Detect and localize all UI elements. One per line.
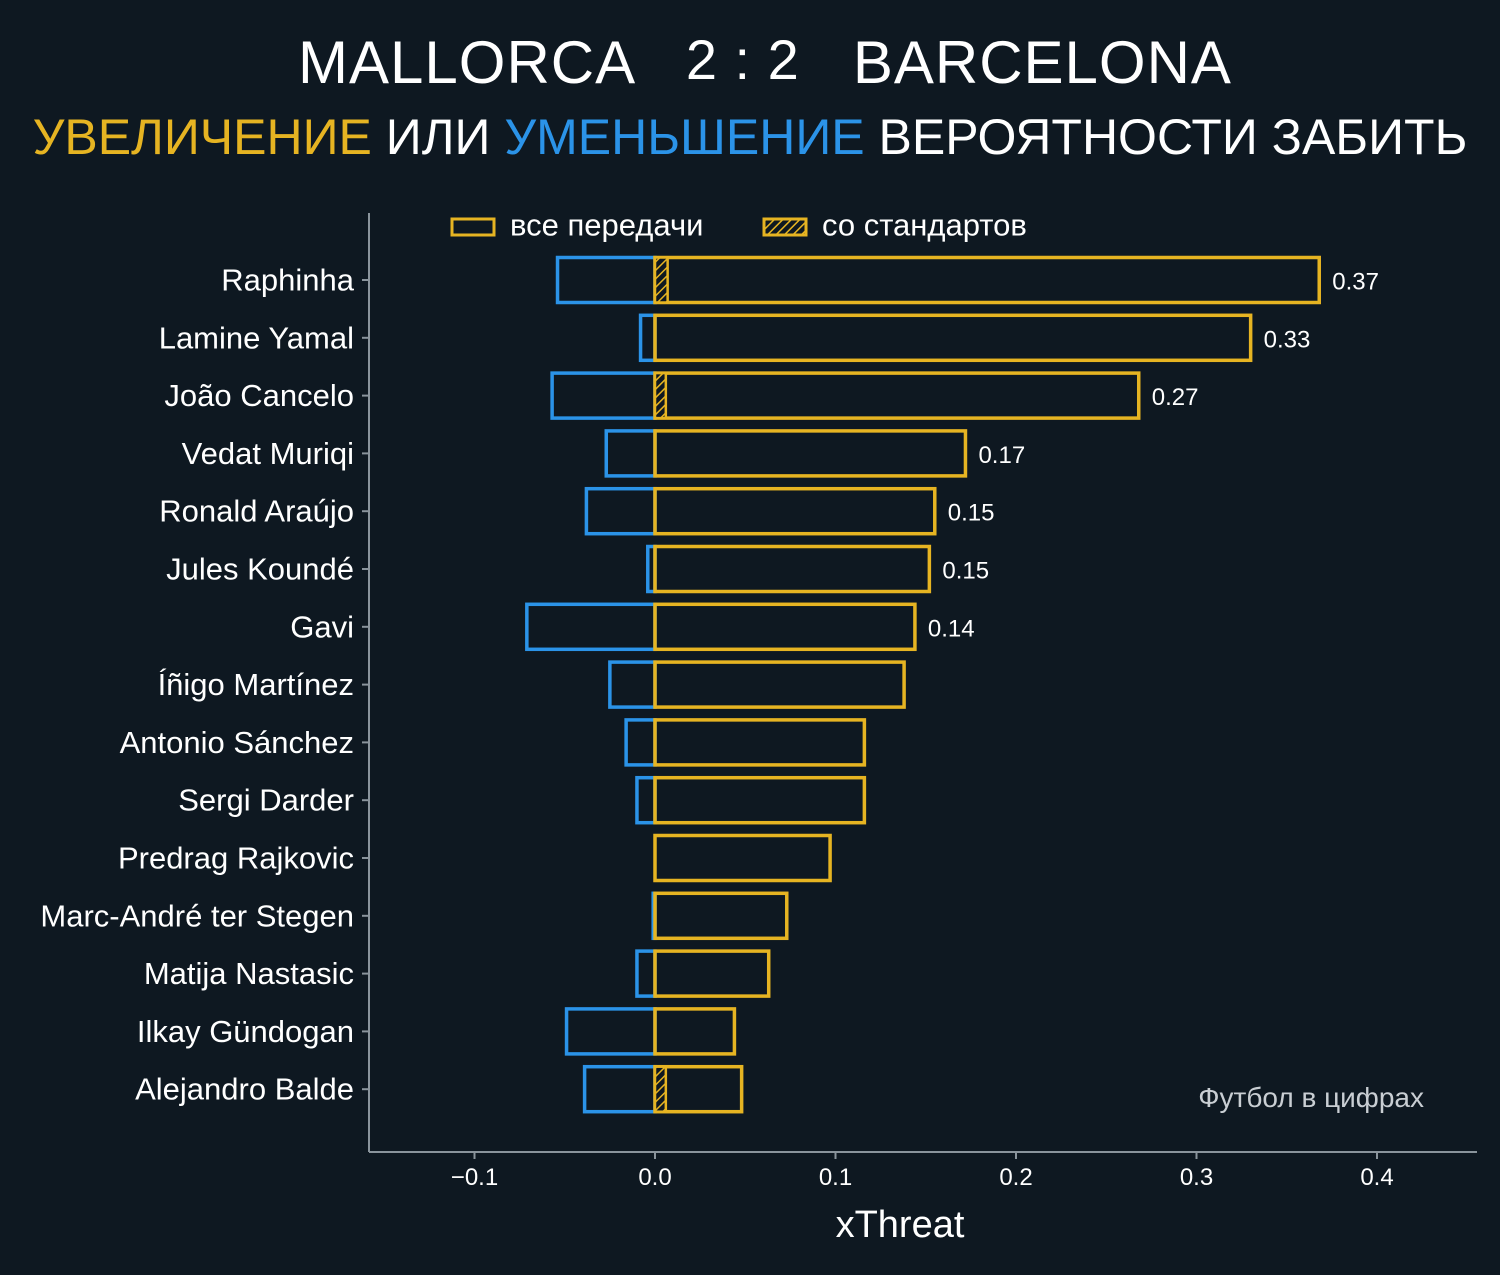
decrease-bar — [582, 1064, 657, 1114]
legend-swatch-set-pieces — [762, 217, 808, 237]
increase-bar — [653, 429, 968, 478]
decrease-bar — [635, 949, 657, 998]
increase-bar — [653, 602, 917, 652]
player-label: Alejandro Balde — [135, 1072, 354, 1107]
chart-title: MALLORCA 2 : 2 BARCELONA — [0, 28, 1500, 97]
value-label: 0.27 — [1152, 384, 1199, 411]
decrease-bar — [604, 429, 657, 478]
value-label: 0.14 — [928, 615, 975, 642]
match-score: 2 : 2 — [685, 28, 800, 91]
legend-label-all-passes: все передачи — [510, 208, 703, 243]
subtitle-decrease: УМЕНЬШЕНИЕ — [504, 109, 865, 165]
value-label: 0.15 — [948, 500, 995, 527]
decrease-bar — [550, 371, 657, 420]
decrease-bar — [525, 602, 657, 652]
away-team: BARCELONA — [852, 29, 1232, 96]
legend-label-set-pieces: со стандартов — [822, 208, 1027, 243]
subtitle-increase: УВЕЛИЧЕНИЕ — [32, 109, 372, 165]
x-tick-label: 0.1 — [819, 1164, 852, 1191]
subtitle-or: ИЛИ — [385, 109, 491, 165]
bars — [525, 255, 1321, 1114]
player-label: Antonio Sánchez — [120, 725, 354, 760]
decrease-bar — [638, 313, 657, 363]
credit-label: Футбол в цифрах — [1198, 1082, 1424, 1113]
x-tick-label: 0.4 — [1360, 1164, 1393, 1191]
increase-bar — [653, 833, 832, 883]
decrease-bar — [608, 660, 657, 709]
player-label: Matija Nastasic — [144, 956, 354, 991]
decrease-bar — [564, 1007, 657, 1056]
value-label: 0.17 — [978, 442, 1025, 469]
decrease-bar — [635, 775, 657, 825]
value-label: 0.15 — [942, 558, 989, 585]
increase-bar — [653, 718, 867, 767]
increase-bar — [653, 371, 1141, 420]
axes: −0.1 0.0 0.1 0.2 0.3 0.4 — [362, 213, 1477, 1191]
increase-bar — [653, 891, 789, 941]
x-tick-label: 0.3 — [1180, 1164, 1213, 1191]
increase-bar — [653, 775, 867, 825]
x-tick-label: 0.0 — [638, 1164, 671, 1191]
subtitle-rest: ВЕРОЯТНОСТИ ЗАБИТЬ — [878, 109, 1468, 165]
player-label: Vedat Muriqi — [182, 436, 354, 471]
player-label: Sergi Darder — [178, 783, 354, 818]
x-tick-label: 0.2 — [999, 1164, 1032, 1191]
value-label: 0.37 — [1332, 269, 1379, 296]
player-label: Gavi — [290, 609, 354, 644]
increase-bar — [653, 949, 771, 998]
player-label: João Cancelo — [164, 378, 354, 413]
legend-swatch-all-passes — [450, 217, 496, 237]
labels: Raphinha 0.37 Lamine Yamal 0.33 João Cancelo… — [40, 263, 1379, 1107]
increase-bar — [653, 1007, 737, 1056]
player-label: Raphinha — [221, 263, 354, 298]
player-label: Íñigo Martínez — [158, 667, 354, 702]
chart-subtitle: УВЕЛИЧЕНИЕ ИЛИ УМЕНЬШЕНИЕ ВЕРОЯТНОСТИ ЗА… — [0, 108, 1500, 166]
increase-bar — [653, 486, 937, 536]
x-axis-label: xThreat — [836, 1204, 965, 1246]
player-label: Predrag Rajkovic — [118, 841, 354, 876]
set-piece-bar — [653, 1065, 668, 1113]
decrease-bar — [624, 718, 657, 767]
player-label: Lamine Yamal — [159, 320, 354, 355]
player-label: Jules Koundé — [166, 552, 354, 587]
home-team: MALLORCA — [298, 29, 633, 96]
increase-bar — [653, 660, 906, 709]
increase-bar — [653, 255, 1321, 305]
set-piece-bar — [653, 256, 669, 304]
increase-bar — [653, 313, 1253, 363]
legend: все передачи со стандартов — [450, 208, 1027, 243]
value-label: 0.33 — [1264, 326, 1311, 353]
decrease-bar — [584, 486, 657, 536]
player-label: Ronald Araújo — [159, 494, 354, 529]
increase-bar — [653, 544, 932, 594]
decrease-bar — [555, 255, 657, 305]
player-label: Marc-André ter Stegen — [40, 898, 354, 933]
player-label: Ilkay Gündogan — [137, 1014, 354, 1049]
x-tick-label: −0.1 — [451, 1164, 498, 1191]
set-piece-bar — [653, 371, 668, 420]
increase-bar — [653, 1064, 744, 1114]
